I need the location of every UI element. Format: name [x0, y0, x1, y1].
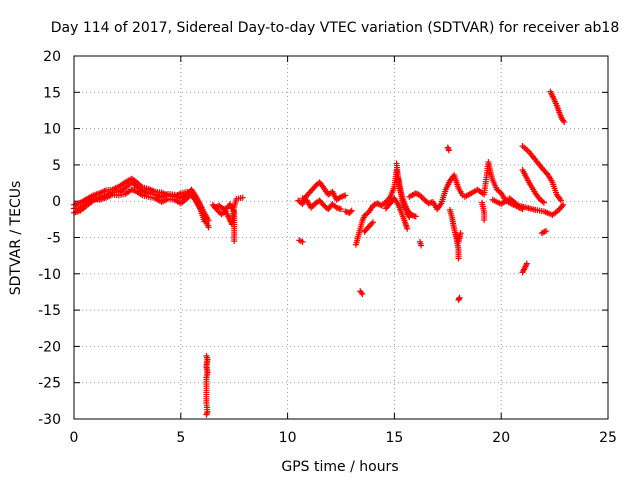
data-point: [203, 411, 210, 418]
y-tick-label: 20: [43, 49, 61, 65]
y-tick-label: 5: [52, 158, 61, 174]
y-tick-label: 10: [43, 122, 61, 138]
data-point: [231, 238, 238, 245]
data-point: [559, 203, 566, 210]
data-point: [481, 217, 488, 224]
x-tick-label: 20: [492, 430, 510, 446]
data-point: [338, 206, 344, 213]
data-point: [205, 224, 212, 231]
data-point: [540, 199, 547, 206]
axis-ticks: 0 5 10 15 20 25 20 15 10 5 0 -5 -10 -15 -20 -25 -30: [38, 49, 617, 446]
data-point: [541, 228, 548, 235]
data-point: [456, 294, 463, 301]
y-tick-label: -15: [38, 303, 61, 319]
data-point: [370, 219, 377, 226]
data-point: [558, 197, 565, 204]
data-point: [359, 291, 366, 298]
data-point: [347, 208, 354, 215]
data-point: [445, 147, 452, 154]
data-point: [368, 220, 375, 227]
x-tick-label: 10: [279, 430, 297, 446]
data-point: [404, 225, 411, 232]
data-point: [299, 238, 306, 245]
plot-frame: [73, 55, 609, 420]
y-tick-label: -10: [38, 267, 61, 283]
data-point: [358, 289, 365, 296]
data-point: [239, 194, 246, 201]
data-points: [71, 88, 568, 418]
data-point: [201, 218, 208, 225]
data-point: [543, 227, 550, 234]
y-tick-label: -5: [47, 231, 61, 247]
data-point: [414, 190, 421, 197]
data-point: [561, 119, 568, 126]
x-tick-label: 0: [70, 430, 79, 446]
data-point: [412, 213, 419, 220]
y-tick-label: -30: [38, 412, 61, 428]
data-point: [540, 229, 547, 236]
x-tick-label: 15: [385, 430, 403, 446]
y-tick-label: 0: [52, 194, 61, 210]
data-point: [348, 207, 355, 214]
data-point: [560, 201, 567, 208]
x-axis-label: GPS time / hours: [281, 459, 398, 475]
x-tick-label: 25: [599, 430, 617, 446]
data-point: [455, 255, 462, 262]
y-tick-label: -20: [38, 339, 61, 355]
data-point: [342, 192, 349, 199]
y-axis-label: SDTVAR / TECUs: [8, 181, 24, 296]
y-tick-label: 15: [43, 85, 61, 101]
grid-lines: [74, 56, 608, 419]
data-point: [457, 230, 464, 237]
chart-title: Day 114 of 2017, Sidereal Day-to-day VTE…: [51, 20, 620, 36]
x-tick-label: 5: [176, 430, 185, 446]
data-point: [523, 260, 530, 267]
y-tick-label: -25: [38, 376, 61, 392]
data-point: [418, 242, 425, 249]
